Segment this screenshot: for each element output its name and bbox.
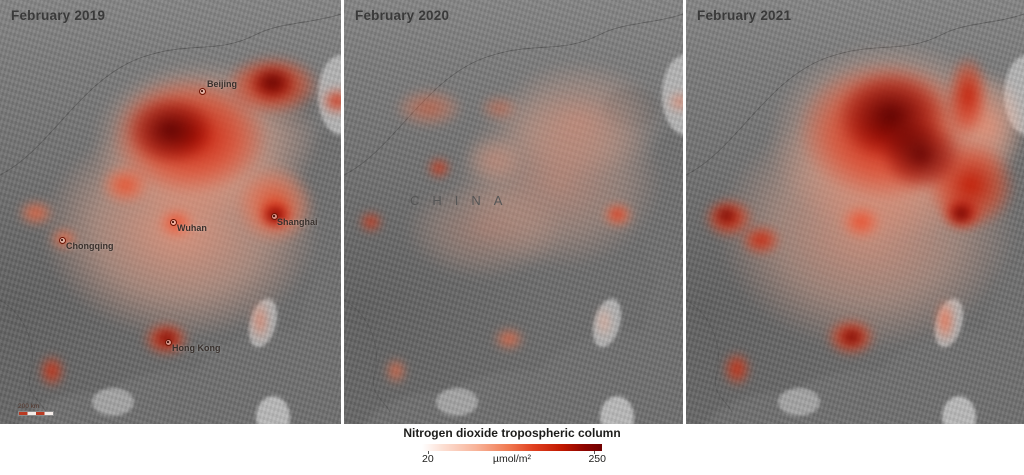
legend-min-value: 20 bbox=[422, 453, 434, 465]
country-label: CHINA bbox=[410, 193, 516, 208]
city-ring-icon bbox=[170, 219, 177, 226]
luzon-island bbox=[256, 396, 290, 424]
legend-max-value: 250 bbox=[588, 453, 606, 465]
map-panel-feb-2019: February 2019 Beijing Wuhan Shanghai Cho… bbox=[0, 0, 341, 424]
hainan-island bbox=[436, 388, 478, 416]
color-scale-legend: Nitrogen dioxide tropospheric column 20 … bbox=[362, 426, 662, 465]
hainan-island bbox=[778, 388, 820, 416]
panel-date-label: February 2020 bbox=[355, 8, 450, 23]
city-marker-chongqing: Chongqing bbox=[59, 237, 113, 251]
country-borders bbox=[344, 13, 683, 413]
country-borders bbox=[0, 13, 341, 413]
no2-concentration-overlay bbox=[0, 0, 341, 424]
city-ring-icon bbox=[271, 213, 278, 220]
legend-labels-row: 20 µmol/m² 250 bbox=[422, 453, 606, 465]
luzon-island bbox=[600, 396, 634, 424]
no2-concentration-overlay bbox=[344, 0, 683, 424]
city-ring-icon bbox=[199, 88, 206, 95]
legend-tick-max bbox=[594, 451, 595, 454]
city-ring-icon bbox=[59, 237, 66, 244]
map-panels-row: February 2019 Beijing Wuhan Shanghai Cho… bbox=[0, 0, 1024, 424]
hainan-island bbox=[92, 388, 134, 416]
map-panel-feb-2021: February 2021 bbox=[686, 0, 1024, 424]
legend-tick-min bbox=[428, 451, 429, 454]
city-label: Hong Kong bbox=[172, 343, 221, 353]
city-marker-beijing: Beijing bbox=[199, 79, 237, 95]
legend-title: Nitrogen dioxide tropospheric column bbox=[403, 426, 621, 440]
city-ring-icon bbox=[165, 339, 172, 346]
map-scale-bar: 200 km bbox=[18, 403, 54, 416]
legend-gradient-bar bbox=[422, 444, 602, 451]
figure-footer: Nitrogen dioxide tropospheric column 20 … bbox=[0, 424, 1024, 475]
scale-bar-label: 200 km bbox=[18, 403, 40, 410]
city-marker-wuhan: Wuhan bbox=[170, 219, 207, 233]
city-label: Chongqing bbox=[66, 241, 114, 251]
city-marker-hong-kong: Hong Kong bbox=[165, 339, 221, 353]
city-marker-shanghai: Shanghai bbox=[271, 213, 318, 227]
legend-unit: µmol/m² bbox=[492, 453, 532, 465]
legend-gradient-wrap bbox=[422, 444, 602, 454]
panel-date-label: February 2019 bbox=[11, 8, 106, 23]
no2-concentration-overlay bbox=[686, 0, 1024, 424]
luzon-island bbox=[942, 396, 976, 424]
city-label: Beijing bbox=[207, 79, 238, 89]
city-label: Shanghai bbox=[277, 217, 318, 227]
bohai-sea bbox=[603, 88, 659, 128]
panel-date-label: February 2021 bbox=[697, 8, 792, 23]
scale-bar-graphic bbox=[18, 411, 54, 416]
map-panel-feb-2020: February 2020 CHINA bbox=[344, 0, 683, 424]
city-label: Wuhan bbox=[177, 223, 207, 233]
